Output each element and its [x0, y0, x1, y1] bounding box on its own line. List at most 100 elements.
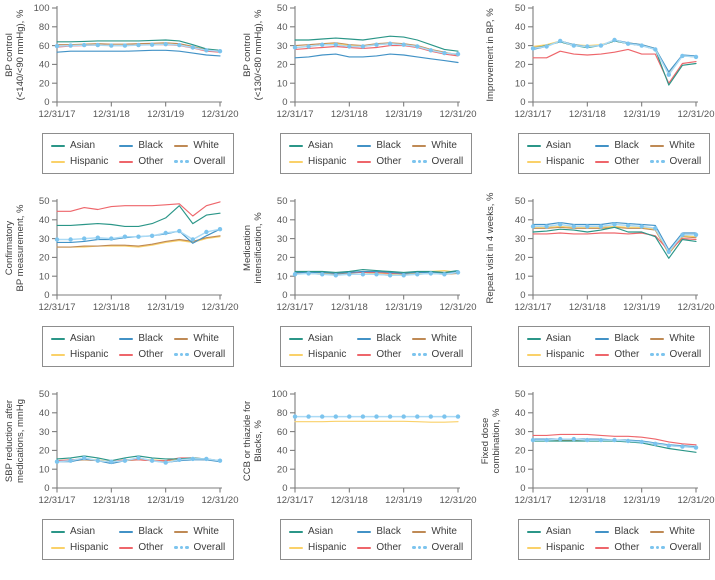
series-marker-overall: [401, 414, 406, 419]
series-marker-overall: [122, 43, 128, 48]
series-marker-overall: [306, 414, 311, 419]
legend-item-other: Other: [357, 540, 401, 555]
series-marker-overall: [177, 42, 182, 48]
x-tick-label: 12/31/18: [93, 302, 130, 313]
panel-repeat-visit-4-weeks: 0 10 20 30 40 50 12/31/17 12/31/18 12/31/19 12/31…: [476, 192, 715, 386]
legend-item-hispanic: Hispanic: [527, 154, 584, 169]
series-marker-overall: [149, 42, 155, 47]
legend-label-overall: Overall: [431, 542, 464, 553]
panel-medication-intensification: 0 10 20 30 40 50 12/31/17 12/31/18 12/31/19 12/31…: [238, 193, 476, 386]
legend-swatch-black: [357, 337, 372, 340]
x-tick-label: 12/31/17: [277, 109, 314, 120]
y-tick-label: 0: [282, 290, 287, 301]
x-tick-label: 12/31/20: [678, 109, 715, 120]
axis-spines: [294, 199, 460, 296]
y-tick-label: 20: [277, 60, 288, 71]
series-marker-overall: [122, 458, 128, 463]
legend-swatch-hispanic: [51, 546, 65, 549]
x-tick-label: 12/31/20: [440, 495, 477, 506]
series-marker-overall: [585, 437, 590, 443]
series-line-other: [532, 48, 697, 84]
x-tick-label: 12/31/19: [385, 495, 422, 506]
y-tick-label: 10: [39, 271, 50, 282]
legend-dot: [179, 159, 184, 164]
y-tick-label: 60: [277, 427, 288, 438]
x-tick-label: 12/31/20: [678, 302, 715, 313]
y-tick-label: 0: [282, 483, 287, 494]
y-tick-label: 20: [515, 60, 526, 71]
series-marker-overall: [190, 456, 195, 462]
series-marker-overall: [455, 51, 461, 57]
y-tick-label: 80: [277, 408, 288, 419]
legend-label-asian: Asian: [308, 526, 334, 537]
series-marker-overall: [387, 41, 393, 46]
legend-swatch-other: [357, 160, 372, 163]
legend-label-hispanic: Hispanic: [308, 156, 347, 167]
series-marker-overall: [585, 44, 590, 49]
legend-item-overall: Overall: [650, 540, 701, 555]
y-tick-label: 30: [39, 234, 50, 245]
legend-bp-control-140-90: Asian Black White Hispanic Other Overall: [42, 133, 235, 174]
x-tick-label: 12/31/18: [331, 109, 368, 120]
y-tick-label: 40: [277, 22, 288, 33]
legend-label-white: White: [193, 140, 219, 151]
legend-swatch-overall: [650, 159, 665, 164]
series-line-asian: [56, 205, 221, 227]
y-axis-label: Fixed dosecombination, %: [480, 408, 502, 474]
legend-dot: [661, 545, 665, 550]
legend-item-overall: Overall: [174, 540, 225, 555]
series-marker-overall: [680, 444, 685, 449]
legend-swatch-white: [650, 144, 665, 147]
x-tick-label: 12/31/18: [569, 495, 606, 506]
series-marker-overall: [571, 224, 576, 229]
series-marker-overall: [333, 414, 338, 419]
legend-repeat-visit-4-weeks: Asian Black White Hispanic Other Overall: [518, 326, 711, 367]
legend-label-black: Black: [614, 526, 639, 537]
y-tick-label: 30: [515, 41, 526, 52]
legend-dot: [185, 545, 189, 550]
y-tick-label: 30: [515, 427, 526, 438]
legend-swatch-asian: [289, 144, 303, 147]
y-axis-label: CCB or thiazide forBlacks, %: [242, 401, 264, 481]
legend-item-asian: Asian: [527, 138, 584, 153]
legend-item-hispanic: Hispanic: [527, 540, 584, 555]
legend-bp-control-130-80: Asian Black White Hispanic Other Overall: [280, 133, 473, 174]
series-marker-overall: [693, 445, 699, 450]
series-marker-overall: [320, 414, 325, 419]
y-tick-label: 0: [44, 290, 49, 301]
legend-label-asian: Asian: [546, 140, 572, 151]
series-marker-overall: [544, 437, 549, 443]
series-marker-overall: [455, 414, 461, 419]
series-marker-overall: [82, 42, 87, 48]
y-tick-label: 40: [277, 215, 288, 226]
series-line-asian: [294, 35, 459, 52]
legend-item-asian: Asian: [527, 524, 584, 539]
legend-label-hispanic: Hispanic: [546, 542, 585, 553]
series-marker-overall: [666, 443, 671, 448]
legend-item-overall: Overall: [174, 154, 225, 169]
legend-item-black: Black: [357, 331, 401, 346]
chart-bp-control-130-80: 0 10 20 30 40 50 12/31/17 12/31/18 12/31/19 12/31…: [242, 3, 476, 120]
series-marker-overall: [347, 44, 352, 49]
legend-swatch-overall: [174, 352, 189, 357]
legend-label-other: Other: [614, 542, 640, 553]
x-tick-label: 12/31/17: [39, 495, 76, 506]
series-marker-overall: [360, 272, 366, 277]
legend-dot: [412, 545, 416, 550]
legend-swatch-other: [595, 546, 610, 549]
x-tick-label: 12/31/20: [202, 495, 239, 506]
legend-item-white: White: [412, 138, 463, 153]
x-tick-label: 12/31/19: [385, 302, 422, 313]
legend-label-other: Other: [138, 349, 164, 360]
x-tick-label: 12/31/19: [623, 302, 660, 313]
legend-label-overall: Overall: [193, 156, 226, 167]
series-marker-overall: [558, 436, 563, 442]
series-marker-overall: [544, 44, 549, 49]
legend-label-overall: Overall: [669, 542, 702, 553]
series-marker-overall: [54, 43, 60, 49]
series-marker-overall: [109, 236, 114, 241]
series-marker-overall: [680, 232, 685, 237]
series-marker-overall: [306, 271, 311, 276]
series-marker-overall: [585, 224, 590, 229]
y-tick-label: 50: [277, 196, 288, 207]
